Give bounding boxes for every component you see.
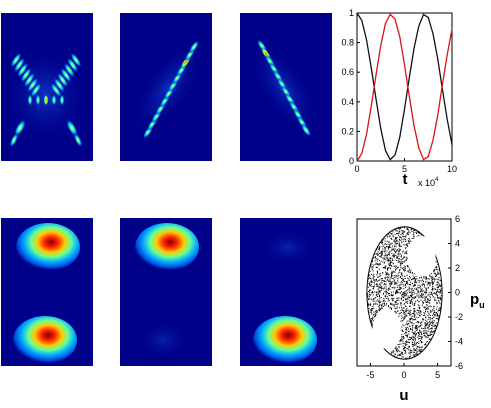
interference-fringe [53,77,66,93]
y-tick-label: -6 [455,361,463,371]
interference-fringe [65,119,79,137]
interference-fringe [70,52,82,68]
series-red-line [356,13,453,162]
scatter-points [366,226,443,360]
interference-fringe [188,40,200,54]
y-tick-label: 4 [455,239,460,249]
y-tick-label: 0 [455,288,460,298]
interference-fringe [27,94,33,106]
x-tick-label: 5 [402,164,407,174]
y-tick-label: -2 [455,312,463,322]
x-axis-multiplier: x 104 [418,177,439,188]
interference-fringe [16,62,29,78]
x-tick-label: 5 [435,370,440,380]
y-tick-label: -4 [455,337,463,347]
island-region [372,309,401,349]
interference-fringe [13,119,27,137]
interference-fringe [51,94,57,106]
interference-fringe [73,132,83,148]
series-black-line [356,12,453,161]
interference-fringe [13,57,26,73]
lobe-top [135,223,199,271]
interference-fringe [23,72,36,88]
interference-fringe [59,94,65,106]
heatmap-bottom-1 [1,218,93,366]
lobe-faint [135,320,191,360]
x-tick-label: 0 [354,164,359,174]
lobe-bottom [13,316,77,364]
heatmap-top-2 [120,13,212,161]
interference-fringe [66,57,79,73]
interference-fringe [43,94,49,106]
interference-fringe [30,82,42,98]
interference-fringe [50,82,62,98]
x-tick-label: 10 [447,164,457,174]
interference-fringe [35,94,41,106]
interference-fringe [20,67,32,83]
lobe-faint [260,227,316,267]
y-tick-label: 1 [349,8,354,18]
y-tick-label: 0.6 [341,67,354,77]
x-tick-label: -5 [366,370,374,380]
interference-fringe [10,52,22,68]
x-axis-label: u [399,387,408,404]
y-tick-label: 2 [455,263,460,273]
y-tick-label: 0.2 [341,126,354,136]
y-tick-label: 0.4 [341,97,354,107]
x-axis-label: t [403,171,408,188]
x-tick-label: 0 [401,370,406,380]
y-tick-label: 0 [349,156,354,166]
y-tick-label: 6 [455,214,460,224]
heatmap-bottom-3 [240,218,332,366]
y-tick-label: 0.8 [341,38,354,48]
lobe-top [16,223,80,271]
heatmap-bottom-2 [120,218,212,366]
interference-fringe [56,72,69,88]
line-chart-frame [356,12,453,162]
interference-fringe [300,123,312,137]
interference-fringe [60,67,72,83]
line-chart: 00.20.40.60.810 5 10 t x 104 [341,8,457,188]
y-axis-label: pu [470,291,485,310]
interference-fringe [63,62,76,78]
island-region [407,236,436,276]
heatmap-top-1 [1,13,93,161]
interference-fringe [9,132,19,148]
lobe-bottom [253,316,317,364]
heatmap-top-3 [240,13,332,161]
interference-fringe [26,77,39,93]
scatter-chart: -6 -4 -2 0 2 4 6 -5 0 5 u pu [356,214,485,404]
